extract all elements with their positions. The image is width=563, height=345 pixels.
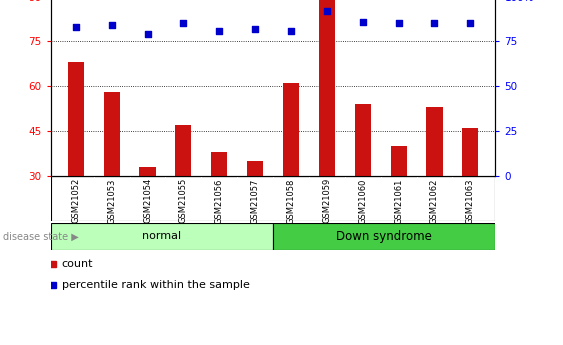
Bar bbox=[426, 107, 443, 176]
Text: normal: normal bbox=[142, 231, 181, 241]
Point bbox=[143, 31, 152, 37]
Text: GSM21053: GSM21053 bbox=[107, 178, 116, 224]
Bar bbox=[273, 223, 495, 250]
Text: Down syndrome: Down syndrome bbox=[336, 230, 432, 243]
Bar bbox=[68, 62, 84, 176]
Point bbox=[466, 21, 475, 26]
Point bbox=[287, 28, 296, 33]
Bar bbox=[283, 83, 299, 176]
Bar bbox=[211, 152, 227, 176]
Bar bbox=[462, 128, 479, 176]
Point bbox=[323, 8, 332, 14]
Text: percentile rank within the sample: percentile rank within the sample bbox=[62, 280, 249, 289]
Bar bbox=[247, 161, 263, 176]
Text: disease state ▶: disease state ▶ bbox=[3, 231, 79, 241]
Text: GSM21054: GSM21054 bbox=[143, 178, 152, 224]
Point bbox=[107, 22, 116, 28]
Text: GSM21056: GSM21056 bbox=[215, 178, 224, 224]
Point bbox=[251, 26, 260, 32]
Point bbox=[215, 28, 224, 33]
Bar bbox=[104, 92, 120, 176]
Bar bbox=[319, 0, 335, 176]
Bar bbox=[391, 146, 406, 176]
Bar bbox=[51, 223, 273, 250]
Point bbox=[179, 21, 188, 26]
Bar bbox=[355, 104, 371, 176]
Text: GSM21055: GSM21055 bbox=[179, 178, 188, 224]
Text: GSM21060: GSM21060 bbox=[358, 178, 367, 224]
Text: GSM21058: GSM21058 bbox=[287, 178, 296, 224]
Point bbox=[394, 21, 403, 26]
Bar bbox=[140, 167, 155, 176]
Bar bbox=[175, 125, 191, 176]
Text: GSM21063: GSM21063 bbox=[466, 178, 475, 224]
Text: GSM21052: GSM21052 bbox=[72, 178, 81, 224]
Point bbox=[72, 24, 81, 30]
Text: GSM21057: GSM21057 bbox=[251, 178, 260, 224]
Text: GSM21059: GSM21059 bbox=[323, 178, 332, 224]
Text: count: count bbox=[62, 259, 93, 269]
Text: GSM21061: GSM21061 bbox=[394, 178, 403, 224]
Text: GSM21062: GSM21062 bbox=[430, 178, 439, 224]
Point bbox=[430, 21, 439, 26]
Point bbox=[358, 19, 367, 24]
